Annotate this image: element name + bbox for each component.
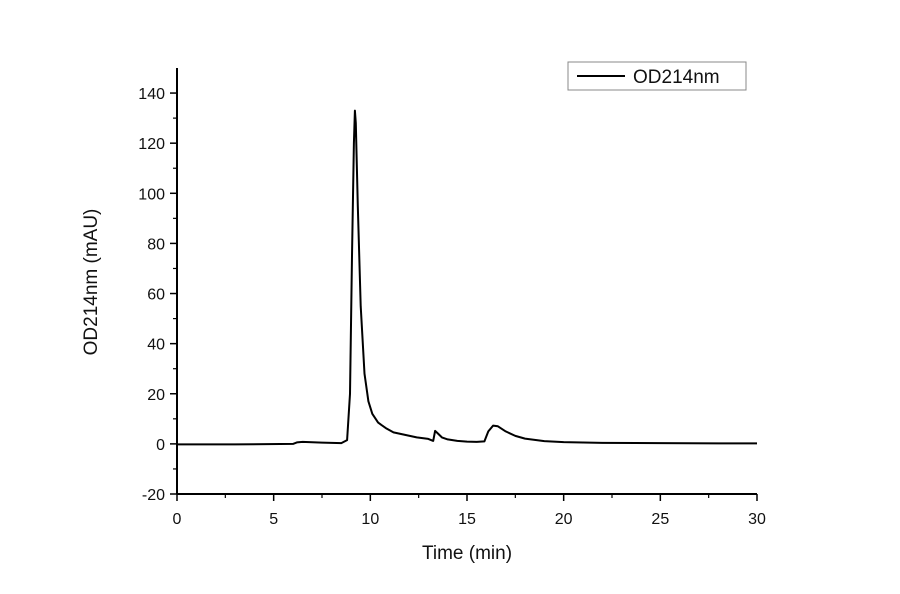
legend: OD214nm bbox=[567, 61, 747, 91]
y-tick-label: 0 bbox=[156, 437, 165, 454]
x-tick-label: 0 bbox=[173, 511, 182, 528]
x-tick-label: 20 bbox=[555, 511, 573, 528]
y-tick-label: 60 bbox=[147, 287, 165, 304]
x-tick-label: 30 bbox=[748, 511, 766, 528]
y-tick-label: 20 bbox=[147, 387, 165, 404]
y-axis: -20 0 20 40 60 80 100 120 140 bbox=[138, 68, 178, 504]
y-tick-label: 140 bbox=[138, 86, 165, 103]
y-tick-label: 80 bbox=[147, 236, 165, 253]
y-tick-label: -20 bbox=[142, 487, 165, 504]
y-tick-label: 120 bbox=[138, 136, 165, 153]
x-tick-label: 10 bbox=[361, 511, 379, 528]
x-tick-label: 15 bbox=[458, 511, 476, 528]
x-tick-label: 25 bbox=[651, 511, 669, 528]
y-tick-label: 40 bbox=[147, 337, 165, 354]
y-tick-label: 100 bbox=[138, 186, 165, 203]
x-axis-title: Time (min) bbox=[422, 543, 512, 564]
x-tick-label: 5 bbox=[269, 511, 278, 528]
x-axis: 0 5 10 15 20 25 30 bbox=[173, 493, 766, 528]
legend-label: OD214nm bbox=[633, 67, 720, 88]
y-axis-title: OD214nm (mAU) bbox=[81, 209, 102, 356]
od214nm-trace bbox=[177, 109, 757, 446]
